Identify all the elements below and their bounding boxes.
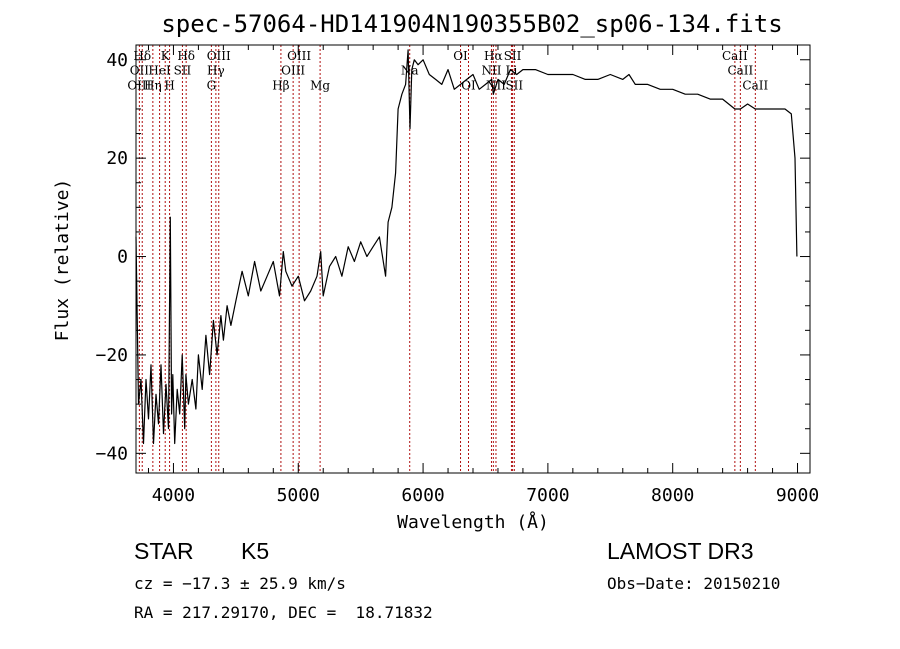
line-label: G (207, 78, 217, 92)
line-label: Na (401, 64, 419, 78)
x-tick-label: 5000 (277, 485, 320, 506)
line-label: CaII (727, 64, 753, 78)
line-label: SII (504, 49, 522, 63)
line-label: Hα (484, 49, 503, 63)
y-tick-label: 40 (106, 50, 128, 71)
x-axis-label: Wavelength (Å) (397, 511, 549, 533)
x-tick-label: 6000 (401, 485, 444, 506)
line-label: OIII (207, 49, 231, 63)
line-label: Hη (144, 78, 162, 92)
y-axis: −40 −20 0 20 40 (95, 50, 810, 464)
survey-name: LAMOST DR3 (607, 538, 754, 564)
coordinates: RA = 217.29170, DEC = 18.71832 (134, 603, 433, 622)
y-tick-label: 20 (106, 148, 128, 169)
plot-frame (135, 44, 811, 474)
line-label: OI (461, 78, 476, 92)
spectrum-line (135, 49, 798, 445)
line-markers (138, 45, 756, 473)
spectrum-series (135, 49, 798, 445)
line-label: OIII (127, 78, 151, 92)
line-label: Hδ (177, 49, 195, 63)
line-label: NII (481, 64, 501, 78)
x-tick-label: 4000 (152, 485, 195, 506)
line-label: K (161, 49, 171, 63)
x-tick-label: 8000 (651, 485, 694, 506)
line-label: OIII (287, 49, 311, 63)
line-label: Hγ (207, 64, 225, 78)
line-label: OI (453, 49, 468, 63)
x-tick-label: 9000 (776, 485, 819, 506)
line-label: OIII (281, 64, 305, 78)
y-tick-label: 0 (117, 247, 128, 268)
x-tick-label: 7000 (526, 485, 569, 506)
redshift-text: cz = −17.3 ± 25.9 km/s (134, 574, 346, 593)
x-axis: 4000 5000 6000 7000 8000 9000 (147, 45, 819, 506)
line-label: OII (130, 64, 150, 78)
line-label: Hβ (272, 78, 289, 92)
y-tick-label: −20 (95, 345, 128, 366)
line-label: CaII (722, 49, 748, 63)
object-class: STAR (134, 538, 194, 564)
y-axis-label: Flux (relative) (52, 179, 73, 342)
y-tick-label: −40 (95, 443, 128, 464)
chart-title: spec-57064-HD141904N190355B02_sp06-134.f… (161, 10, 782, 38)
line-label: H (164, 78, 174, 92)
line-label: SII (505, 78, 523, 92)
line-label: HeI (148, 64, 171, 78)
line-label: SII (174, 64, 192, 78)
line-label: Mg (310, 78, 330, 92)
line-label: CaII (742, 78, 768, 92)
obs-date: Obs−Date: 20150210 (607, 574, 781, 593)
spectral-subclass: K5 (241, 538, 270, 564)
